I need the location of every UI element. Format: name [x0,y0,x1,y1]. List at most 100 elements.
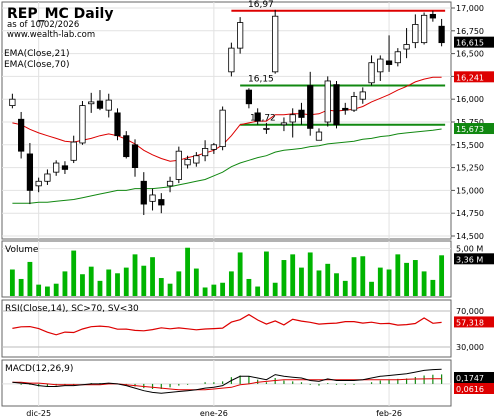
rsi-pane: 70,000 30,000 57,318 RSI(Close,14), SC>70,… [1,299,494,358]
volume-bar [220,282,226,296]
candle-body-up [53,162,60,173]
candle-body-up [105,99,112,111]
x-tick-label: dic-25 [26,409,51,418]
volume-bar [18,278,24,296]
price-tick-label: 15,500 [456,141,484,150]
volume-y-axis: 5,00 M3,36 M [454,245,494,265]
candle [420,12,428,45]
volume-bar [9,269,15,296]
candle [44,169,51,185]
candle-body-up [184,158,191,166]
candle [166,176,174,193]
volume-bar [246,278,252,296]
x-axis: dic-25 ene-26 feb-26 [26,409,402,418]
candle [9,93,16,109]
candle-body-down [342,107,349,111]
candle [158,193,165,214]
volume-bar [369,281,374,296]
as-of-date: as of 10/02/2026 [7,20,79,30]
rsi-grid [2,300,451,357]
candle [53,160,60,176]
candle-body-down [140,180,147,205]
last-ema70-tag-box [454,123,494,135]
candle-body-up [394,51,401,64]
candle-body-up [324,80,331,123]
volume-bar [290,254,296,296]
candle [210,142,217,154]
volume-tick-label: 5,00 M [456,245,483,254]
candle [184,155,191,169]
price-pane-frame [1,1,452,240]
candle [324,76,331,127]
candle-body-down [96,100,104,109]
candle [307,71,314,136]
candle-body-up [210,144,217,150]
candle-body-up [403,44,410,50]
candle-body-up [166,180,174,187]
candle-body-down [254,112,261,122]
candle [377,55,384,81]
candle [359,87,366,104]
volume-bar [316,270,322,296]
volume-pane: 5,00 M3,36 M Volume [1,240,494,298]
volume-bar [439,255,445,296]
macd-label: MACD(12,26,9) [5,364,73,374]
last-macd-tag: 0,1747 [456,374,484,383]
rsi-label: RSI(Close,14), SC>70, SV<30 [5,304,139,314]
candle [18,111,25,159]
candle [385,35,393,72]
volume-bar [228,271,234,296]
candle-body-up [315,131,323,141]
candle-body-up [263,127,270,130]
volume-bar [377,267,383,296]
volume-bar [115,273,120,296]
candle-body-up [412,24,419,44]
candle-body-down [26,153,34,191]
last-ema21-tag: 16,241 [456,73,484,82]
candle-body-up [219,109,226,148]
rsi-tick-label: 30,000 [456,343,484,352]
volume-bar [342,280,348,296]
candle-body-down [61,165,69,170]
candle-body-down [298,109,305,118]
candle-body-down [123,135,130,158]
volume-bar [264,251,269,296]
candle-body-down [385,60,393,65]
volume-bar [158,278,164,296]
candle [350,91,358,112]
candle-body-up [289,114,296,123]
candle-body-down [18,118,25,152]
price-levels [231,9,446,126]
price-level-annotation: 16,15 [248,75,274,85]
candle-body-down [429,13,436,19]
volume-bar [404,262,409,296]
volume-bar [193,268,199,296]
price-level-annotation: 16,97 [248,0,274,10]
volume-bars [9,247,445,296]
volume-bar [71,250,77,296]
candle-body-up [237,22,244,49]
volume-bar [53,283,59,296]
macd-y-axis: 0,1747 0,0616 [454,372,494,394]
candle-body-down [158,199,165,206]
volume-bar [167,283,173,296]
candle-body-down [438,25,445,44]
candle [412,14,419,49]
volume-bar [185,247,190,296]
ema70-line [12,128,442,204]
volume-bar [88,266,94,296]
last-close-tag: 16,615 [456,39,484,48]
last-signal-tag-box [454,383,494,394]
last-volume-tag-box [454,253,494,265]
candle [394,48,401,67]
last-macd-tag-box [454,372,494,383]
site-url: www.wealth-lab.com [7,30,95,40]
candles [9,9,445,216]
candle [219,106,226,151]
candle [333,80,340,129]
rsi-path [12,313,442,336]
price-tick-label: 14,750 [456,209,484,218]
candle-body-down [333,84,340,126]
